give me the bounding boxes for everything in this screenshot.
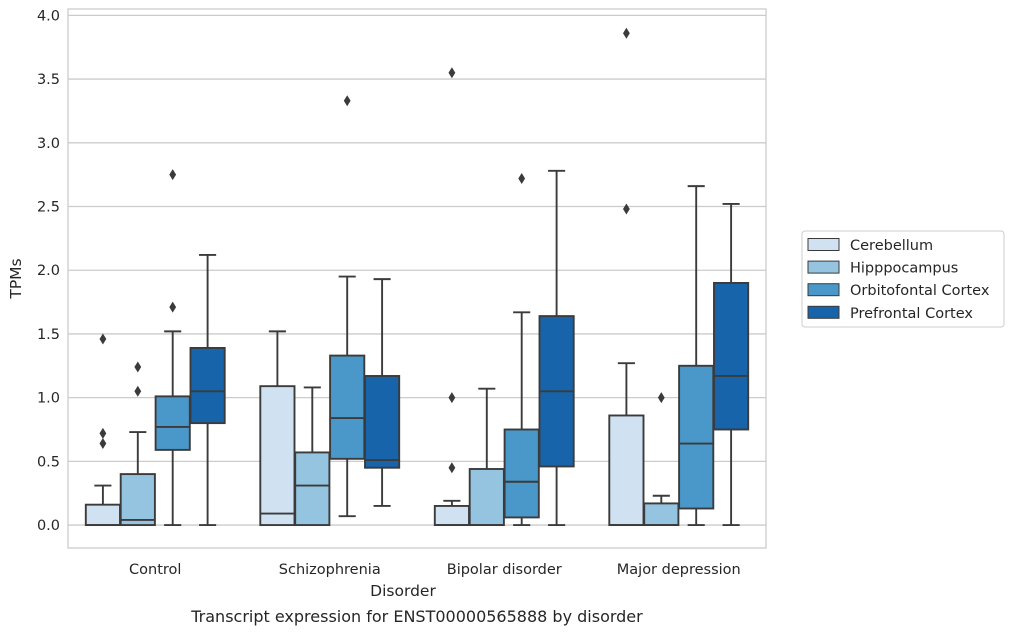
outlier-point — [448, 392, 456, 404]
box-iqr — [643, 502, 680, 527]
legend-items: Cerebellum Hipppocampus Orbitofontal Corte… — [807, 238, 990, 322]
outlier-point — [623, 27, 630, 39]
outlier-point — [518, 172, 526, 184]
x-axis-title: Disorder — [370, 582, 436, 600]
box-iqr — [329, 354, 366, 460]
y-tick-label: 2.0 — [37, 263, 60, 279]
outlier-point — [448, 67, 456, 79]
y-tick-label: 3.0 — [37, 136, 60, 152]
box-1-1 — [294, 386, 331, 527]
box-1-0 — [259, 330, 296, 527]
legend-item: Cerebellum — [807, 238, 933, 254]
legend-item: Hipppocampus — [807, 260, 958, 277]
plot-area-frame — [67, 8, 767, 549]
box-3-2 — [678, 185, 715, 527]
legend: Cerebellum Hipppocampus Orbitofontal Corte… — [801, 230, 1005, 328]
legend-item: Orbitofontal Cortex — [807, 283, 990, 299]
box-2-1 — [468, 387, 505, 527]
box-0-3 — [189, 253, 226, 527]
y-tick-label: 1.0 — [37, 391, 60, 407]
legend-frame — [801, 230, 1005, 328]
y-tick-label: 0.5 — [37, 454, 60, 470]
box-iqr — [119, 473, 156, 527]
box-iqr — [713, 282, 750, 431]
y-tick-label: 0.0 — [37, 518, 60, 534]
y-tick-label: 4.0 — [37, 8, 60, 24]
box-2-0 — [433, 67, 470, 527]
box-1-3 — [364, 278, 401, 507]
box-3-0 — [608, 27, 645, 527]
box-iqr — [294, 451, 331, 527]
legend-label: Orbitofontal Cortex — [850, 283, 990, 299]
outlier-point — [448, 462, 456, 474]
legend-label: Prefrontal Cortex — [850, 306, 973, 322]
y-tick-label: 2.5 — [37, 200, 60, 216]
box-iqr — [84, 503, 121, 527]
legend-item: Prefrontal Cortex — [807, 305, 973, 322]
x-tick-label: Control — [129, 562, 181, 578]
box-3-1 — [643, 392, 680, 527]
outlier-point — [623, 203, 630, 215]
y-tick-label: 1.5 — [37, 327, 60, 343]
legend-label: Hipppocampus — [850, 261, 958, 277]
outlier-point — [657, 392, 665, 404]
x-tick-label: Bipolar disorder — [447, 562, 562, 578]
legend-swatch — [807, 283, 840, 297]
y-axis-title: TPMs — [7, 258, 25, 299]
chart-caption: Transcript expression for ENST0000056588… — [190, 607, 643, 626]
box-iqr — [189, 346, 226, 425]
box-0-1 — [119, 361, 156, 527]
box-iqr — [503, 428, 540, 519]
outlier-point — [99, 427, 107, 439]
outlier-point — [169, 301, 177, 313]
y-axis-tick-labels: 0.0 0.5 1.0 1.5 2.0 2.5 3.0 3.5 4.0 — [37, 8, 60, 534]
y-tick-label: 3.5 — [37, 72, 60, 88]
box-0-2 — [154, 169, 191, 527]
box-iqr — [259, 385, 296, 527]
box-3-3 — [713, 203, 750, 527]
box-2-2 — [503, 172, 540, 527]
box-iqr — [678, 364, 715, 510]
outlier-point — [134, 385, 142, 397]
outlier-point — [134, 361, 142, 373]
outlier-point — [169, 169, 177, 181]
outlier-point — [99, 438, 107, 450]
x-axis-tick-labels: Control Schizophrenia Bipolar disorder Majo… — [129, 562, 741, 578]
box-1-2 — [329, 95, 366, 518]
box-iqr — [433, 505, 470, 527]
legend-swatch — [807, 238, 840, 251]
outlier-point — [99, 333, 107, 345]
legend-swatch — [807, 260, 840, 274]
legend-swatch — [807, 305, 840, 319]
box-iqr — [608, 414, 645, 527]
box-iqr — [468, 468, 505, 527]
boxes — [84, 27, 750, 527]
legend-label: Cerebellum — [850, 238, 933, 254]
x-tick-label: Schizophrenia — [279, 562, 381, 578]
box-iqr — [364, 375, 401, 469]
box-0-0 — [84, 333, 121, 527]
box-iqr — [154, 395, 191, 451]
box-2-3 — [538, 169, 575, 527]
outlier-point — [343, 95, 351, 107]
x-tick-label: Major depression — [617, 562, 741, 578]
